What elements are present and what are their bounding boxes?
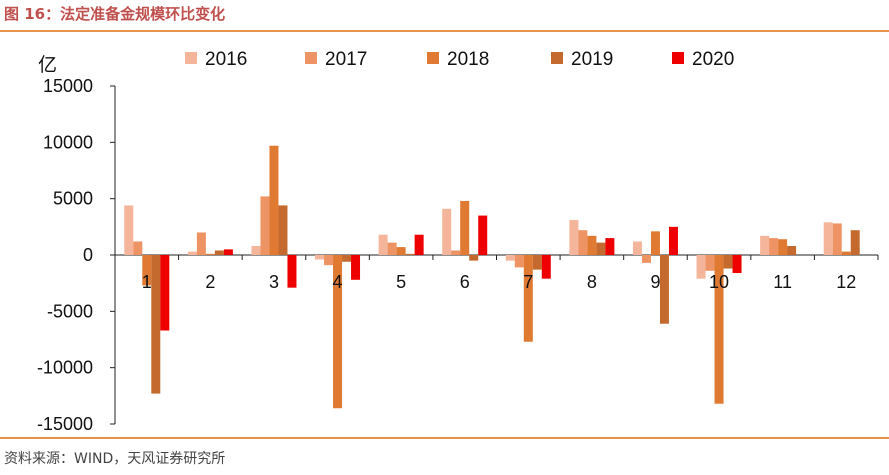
y-tick-label: 10000 (43, 132, 93, 152)
bar-2020-4 (351, 255, 361, 280)
bar-2017-7 (514, 255, 524, 268)
legend-label-2018: 2018 (447, 49, 489, 70)
bar-2016-4 (315, 255, 325, 260)
y-axis-unit: 亿 (38, 54, 57, 76)
figure-title: 图 16：法定准备金规模环比变化 (4, 5, 226, 23)
x-category-label: 3 (269, 272, 279, 292)
bar-2016-12 (823, 222, 833, 255)
bar-2016-8 (569, 220, 579, 255)
x-category-label: 10 (709, 272, 729, 292)
bar-2017-8 (578, 230, 588, 255)
bar-2019-3 (278, 205, 288, 255)
bar-2016-1 (124, 205, 134, 255)
footer-divider (0, 437, 889, 439)
bar-2016-10 (696, 255, 706, 279)
bar-2017-11 (769, 238, 779, 255)
legend-swatch-2020 (672, 52, 684, 64)
x-category-label: 5 (396, 272, 406, 292)
bar-2018-7 (523, 255, 533, 342)
bar-2016-6 (442, 208, 452, 255)
legend-swatch-2017 (305, 52, 317, 64)
legend-swatch-2016 (185, 52, 197, 64)
bar-2019-8 (596, 242, 606, 255)
bar-2017-9 (641, 255, 651, 263)
y-tick-label: 5000 (53, 189, 93, 209)
x-category-label: 7 (523, 272, 533, 292)
bar-2017-12 (832, 223, 842, 255)
bar-2016-9 (632, 241, 642, 255)
legend-swatch-2018 (427, 52, 439, 64)
bar-2016-2 (187, 251, 197, 255)
bar-2017-1 (133, 241, 143, 255)
bar-2019-1 (151, 255, 161, 394)
bar-2018-1 (142, 255, 152, 286)
x-category-label: 8 (587, 272, 597, 292)
legend-label-2019: 2019 (571, 49, 613, 70)
bar-2020-1 (160, 255, 170, 331)
bar-2020-7 (541, 255, 551, 279)
bar-2020-3 (287, 255, 297, 288)
y-tick-label: -5000 (47, 301, 93, 321)
x-category-label: 1 (142, 272, 152, 292)
bar-2016-11 (760, 235, 770, 255)
bar-2017-2 (196, 232, 206, 255)
bar-2019-12 (850, 230, 860, 255)
x-category-label: 9 (650, 272, 660, 292)
title-divider (0, 30, 889, 32)
bar-2019-4 (342, 255, 352, 262)
bar-2017-3 (260, 196, 270, 255)
bar-2018-11 (778, 239, 788, 255)
y-tick-label: 15000 (43, 76, 93, 96)
bar-2017-5 (387, 242, 397, 255)
y-tick-label: -15000 (37, 414, 93, 434)
bar-2018-3 (269, 145, 279, 255)
x-category-label: 4 (333, 272, 343, 292)
bar-2016-3 (251, 245, 261, 255)
bar-2020-5 (414, 234, 424, 255)
bar-2020-9 (668, 226, 678, 255)
bar-2018-5 (396, 247, 406, 255)
bar-2018-6 (460, 200, 470, 255)
bar-2019-9 (659, 255, 669, 324)
bar-2018-4 (333, 255, 343, 409)
bar-2018-2 (205, 253, 215, 255)
bar-2018-9 (650, 231, 660, 255)
x-category-label: 2 (205, 272, 215, 292)
bar-2018-10 (714, 255, 724, 404)
bar-2020-8 (605, 238, 615, 255)
bar-2017-6 (451, 250, 461, 255)
bar-2019-5 (405, 253, 415, 255)
x-category-label: 6 (460, 272, 470, 292)
bar-2018-8 (587, 235, 597, 255)
legend-label-2017: 2017 (325, 49, 367, 70)
legend-swatch-2019 (551, 52, 563, 64)
source-note: 资料来源：WIND，天风证券研究所 (4, 451, 226, 467)
bar-2019-10 (723, 255, 733, 269)
bar-2019-6 (469, 255, 479, 261)
legend-label-2020: 2020 (692, 49, 734, 70)
bar-2016-7 (505, 255, 515, 261)
bar-2017-4 (324, 255, 334, 266)
x-category-label: 12 (836, 272, 856, 292)
bar-2020-10 (732, 255, 742, 274)
bar-2020-2 (223, 249, 233, 255)
bar-2016-5 (378, 234, 388, 255)
x-category-label: 11 (773, 272, 792, 292)
bar-2020-6 (478, 215, 488, 255)
bar-2019-7 (532, 255, 542, 270)
y-tick-label: 0 (83, 245, 93, 265)
legend-label-2016: 2016 (205, 49, 247, 70)
bar-2019-2 (214, 250, 224, 255)
bar-2017-10 (705, 255, 715, 271)
bar-2019-11 (787, 245, 797, 255)
y-tick-label: -10000 (37, 358, 93, 378)
bar-2018-12 (841, 251, 851, 255)
